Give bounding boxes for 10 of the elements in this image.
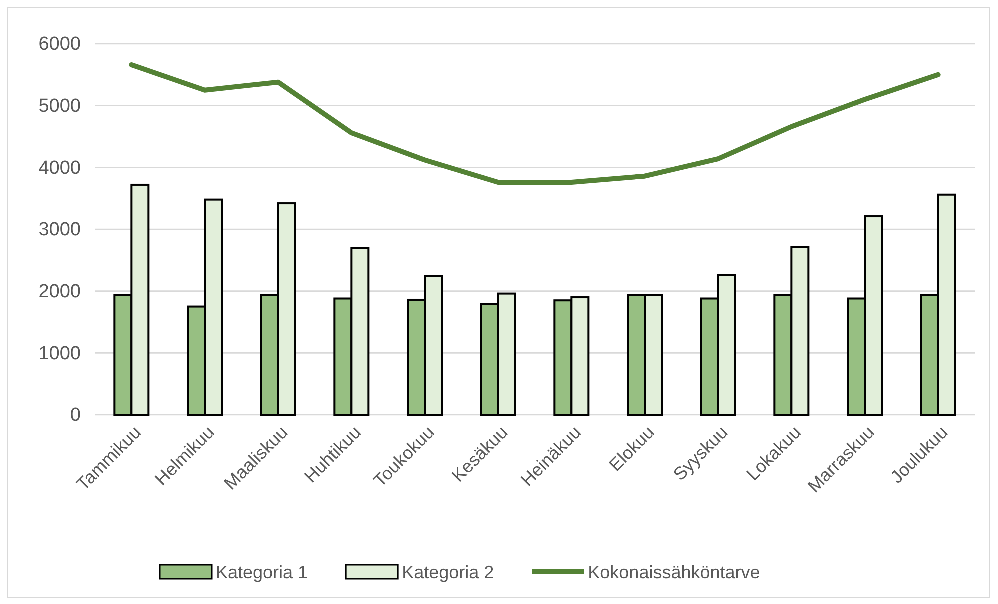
- legend-label: Kokonaissähköntarve: [588, 562, 760, 582]
- y-tick-label: 0: [70, 405, 81, 426]
- y-tick-label: 6000: [38, 34, 81, 56]
- legend-label: Kategoria 1: [216, 562, 308, 582]
- y-tick-label: 2000: [38, 281, 81, 302]
- y-tick-label: 5000: [38, 96, 81, 117]
- y-tick-label: 3000: [38, 220, 81, 241]
- y-tick-label: 1000: [38, 343, 81, 364]
- y-tick-label: 4000: [38, 158, 81, 179]
- legend-label: Kategoria 2: [402, 562, 494, 582]
